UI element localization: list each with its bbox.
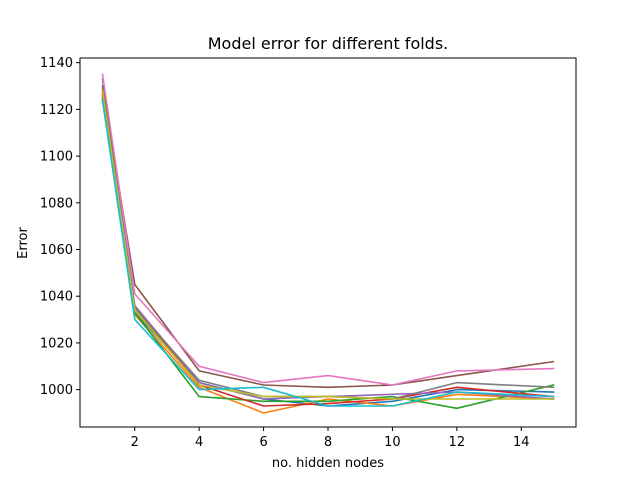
- y-tick-label: 1040: [40, 290, 73, 305]
- series-layer: [101, 73, 555, 414]
- series-line-9: [101, 89, 555, 400]
- y-tick-label: 1020: [40, 336, 73, 351]
- chart-title: Model error for different folds.: [208, 34, 449, 53]
- x-axis-label: no. hidden nodes: [272, 456, 384, 471]
- series-line-1: [101, 96, 555, 407]
- y-tick-label: 1100: [40, 150, 73, 165]
- x-tick-label: 14: [513, 435, 530, 450]
- y-axis-label: Error: [16, 227, 31, 259]
- y-tick-label: 1000: [40, 383, 73, 398]
- series-line-3: [101, 99, 555, 410]
- y-tick-label: 1060: [40, 243, 73, 258]
- x-tick-label: 4: [195, 435, 203, 450]
- series-line-6: [101, 85, 555, 389]
- x-tick-label: 10: [384, 435, 401, 450]
- y-tick-label: 1140: [40, 56, 73, 71]
- x-tick-label: 8: [324, 435, 332, 450]
- plot-area-frame: [79, 57, 577, 428]
- x-axis: 2 4 6 8 10 12 14: [131, 427, 530, 450]
- y-tick-label: 1080: [40, 196, 73, 211]
- series-line-5: [101, 78, 555, 400]
- x-tick-label: 2: [131, 435, 139, 450]
- y-tick-label: 1120: [40, 103, 73, 118]
- y-axis: 1000 1020 1040 1060 1080 1100 1120 1140: [40, 56, 80, 398]
- series-line-10: [101, 99, 555, 407]
- series-line-2: [101, 94, 555, 414]
- x-tick-label: 6: [259, 435, 267, 450]
- x-tick-label: 12: [449, 435, 466, 450]
- series-line-7: [101, 73, 555, 386]
